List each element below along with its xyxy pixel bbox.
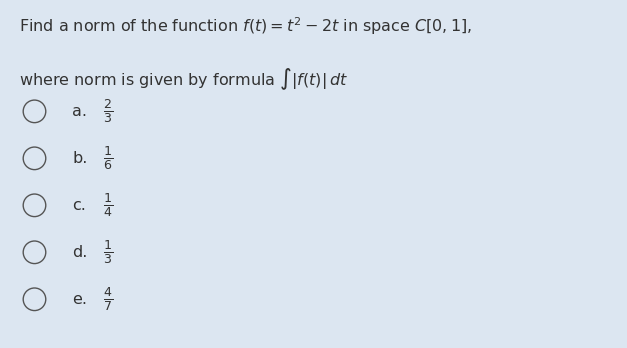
Text: $\frac{4}{7}$: $\frac{4}{7}$ bbox=[103, 285, 113, 313]
Text: e.: e. bbox=[72, 292, 87, 307]
Text: $\frac{1}{6}$: $\frac{1}{6}$ bbox=[103, 144, 113, 172]
Text: $\frac{1}{3}$: $\frac{1}{3}$ bbox=[103, 238, 113, 266]
Text: where norm is given by formula $\int |f(t)|\,dt$: where norm is given by formula $\int |f(… bbox=[19, 66, 348, 92]
Text: b.: b. bbox=[72, 151, 88, 166]
Text: $\frac{1}{4}$: $\frac{1}{4}$ bbox=[103, 191, 113, 219]
Text: $\frac{2}{3}$: $\frac{2}{3}$ bbox=[103, 97, 113, 125]
Text: a.: a. bbox=[72, 104, 87, 119]
Text: d.: d. bbox=[72, 245, 88, 260]
Text: Find a norm of the function $f(t) = t^2 - 2t$ in space $C[0, 1],$: Find a norm of the function $f(t) = t^2 … bbox=[19, 16, 472, 37]
Text: c.: c. bbox=[72, 198, 86, 213]
